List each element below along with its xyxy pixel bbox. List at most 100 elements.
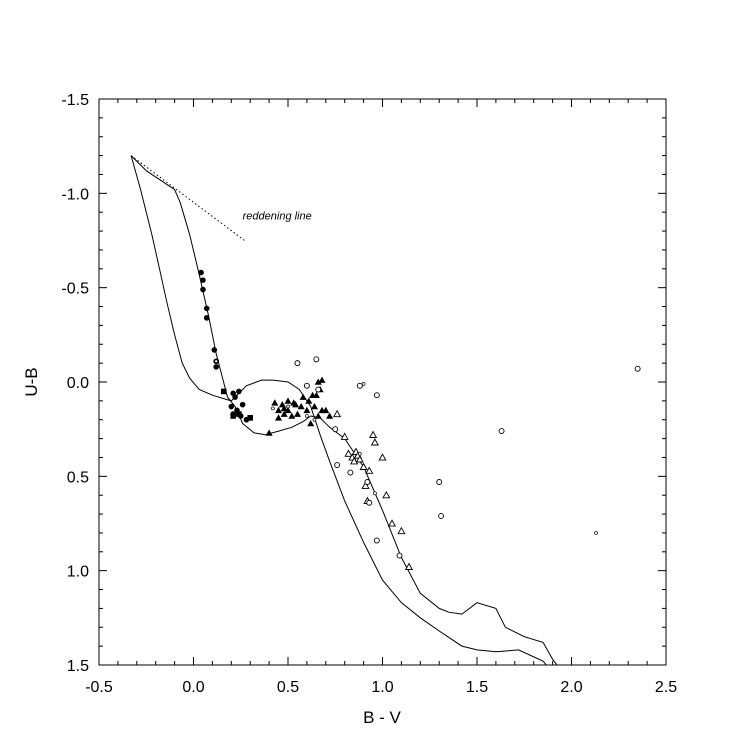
x-tick-label: 2.0 [560,679,582,696]
open-triangle-point [382,490,391,499]
filled-triangle-point [297,403,305,410]
open-circle-point [313,356,320,363]
small-point [286,404,290,409]
y-tick-label: 0.5 [67,469,89,486]
filled-triangle-point [280,410,288,417]
y-tick-label: -1.5 [61,92,89,109]
filled-triangle-point [265,429,273,436]
open-triangle-point [340,432,349,440]
y-tick-label: 0.0 [67,375,89,392]
filled-circle-point [200,286,206,293]
open-circle-point [366,499,373,506]
open-circle-point [634,365,641,372]
x-tick-label: 2.5 [655,679,677,696]
open-circle-point [436,479,443,485]
x-axis-title: B - V [363,708,401,727]
reddening-line-annotation: reddening line [243,211,312,223]
filled-triangle-point [326,412,334,419]
open-circle-point [347,469,354,476]
filled-triangle-point [294,410,301,417]
open-triangle-point [359,462,368,470]
filled-circle-point [236,388,242,395]
filled-triangle-point [314,412,322,419]
filled-triangle-point [312,391,320,398]
filled-circle-point [232,394,238,400]
small-point [373,491,377,496]
filled-square-point [236,411,242,417]
filled-triangle-point [275,414,282,421]
filled-triangle-point [280,404,288,412]
filled-triangle-point [318,376,326,383]
open-circle-point [498,428,505,435]
open-triangle-point [387,519,397,527]
open-circle-point [315,386,322,393]
open-triangle-point [365,466,374,474]
open-circle-point [438,513,445,519]
filled-circle-point [213,364,219,370]
filled-square-point [247,415,253,421]
open-circle-point [373,537,380,544]
filled-square-point [230,413,236,419]
open-circle-point [334,462,341,468]
axis-ticks [98,98,667,666]
filled-triangle-point [271,399,279,406]
y-tick-label: 1.5 [67,658,89,675]
open-circle-point [303,382,310,389]
open-triangle-point [333,409,342,418]
filled-circle-point [203,305,210,312]
filled-circle-point [203,315,210,321]
small-point [357,451,362,456]
filled-circle-point [239,401,246,408]
x-tick-label: 1.0 [371,679,393,696]
filled-triangle-point [314,378,322,385]
open-triangle-point [370,438,379,446]
open-triangle-point [397,526,406,535]
filled-circle-point [211,347,218,353]
small-point [305,414,309,418]
x-tick-label: 0.5 [277,679,299,696]
model-sequence-1 [130,155,547,665]
filled-triangle-point [305,397,313,404]
filled-triangle-point [288,412,296,419]
filled-circle-point [198,269,204,276]
open-circle-point [364,479,371,485]
open-circle-point [373,392,380,399]
y-tick-labels: -1.5 -1.0 -0.5 0.0 0.5 1.0 1.5 [61,92,89,675]
data-points [198,269,641,570]
x-tick-labels: -0.5 0.0 0.5 1.0 1.5 2.0 2.5 [85,679,677,696]
model-curves [130,155,558,665]
y-axis-title: U-B [22,367,41,396]
open-triangle-point [378,453,387,461]
x-tick-label: 1.5 [466,679,488,696]
filled-triangle-point [284,406,292,414]
filled-triangle-point [311,403,318,410]
open-triangle-point [350,456,359,465]
filled-triangle-point [299,393,307,400]
filled-square-point [220,388,227,395]
x-tick-label: 0.0 [182,679,204,696]
small-point [214,359,219,364]
filled-circle-point [228,403,235,410]
open-circle-point [396,552,403,559]
filled-triangle-point [284,397,292,404]
filled-circle-point [200,277,206,283]
model-sequence-2 [130,155,558,665]
y-tick-label: 1.0 [67,564,89,581]
x-tick-label: -0.5 [85,679,113,696]
open-triangle-point [404,562,414,570]
small-point [271,406,275,411]
open-triangle-point [369,430,378,438]
y-tick-label: -1.0 [61,186,89,203]
filled-triangle-point [290,399,298,406]
small-point [594,531,598,535]
open-triangle-point [344,449,353,457]
y-tick-label: -0.5 [61,281,89,298]
small-point [361,382,366,386]
open-circle-point [332,426,339,433]
small-point [312,417,317,422]
open-circle-point [294,360,301,367]
open-circle-point [356,382,363,389]
filled-triangle-point [303,406,311,414]
open-triangle-point [361,481,370,489]
